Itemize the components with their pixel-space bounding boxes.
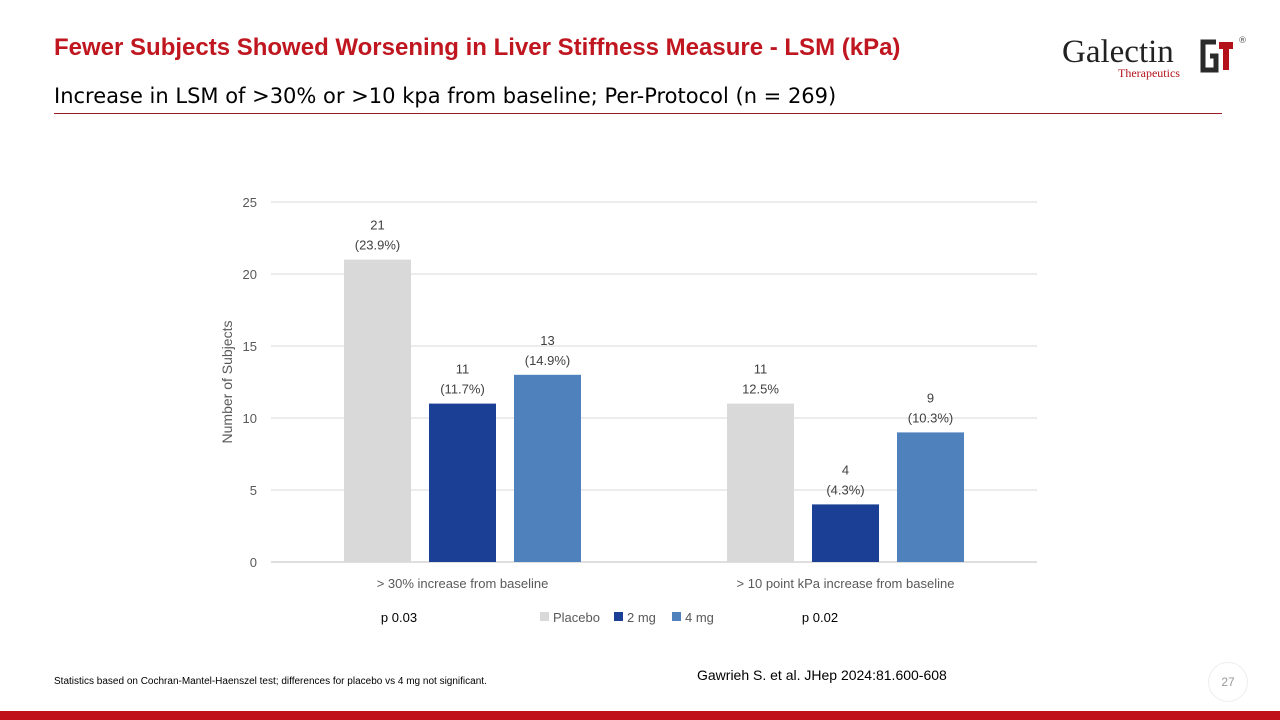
legend-swatch — [540, 612, 549, 621]
legend-label: 4 mg — [685, 610, 714, 625]
slide-title: Fewer Subjects Showed Worsening in Liver… — [54, 34, 901, 61]
y-tick-label: 25 — [243, 195, 257, 210]
bars — [344, 259, 964, 562]
y-tick-label: 20 — [243, 267, 257, 282]
y-axis-ticks: 0 5 10 15 20 25 — [243, 195, 257, 570]
data-label-percent: 12.5% — [742, 382, 779, 397]
data-label-value: 21 — [370, 218, 384, 233]
data-label-percent: (10.3%) — [908, 410, 954, 425]
data-label-value: 11 — [754, 362, 768, 377]
logo-registered-mark: ® — [1238, 36, 1247, 46]
x-tick-label: > 10 point kPa increase from baseline — [737, 576, 955, 591]
legend: Placebo 2 mg 4 mg — [540, 610, 714, 625]
p-value-label: p 0.03 — [381, 610, 417, 625]
bar — [514, 374, 581, 562]
y-tick-label: 5 — [250, 483, 257, 498]
data-label-percent: (23.9%) — [355, 238, 401, 253]
data-label-percent: (14.9%) — [525, 353, 571, 368]
bar — [812, 504, 879, 562]
slide-subtitle: Increase in LSM of >30% or >10 kpa from … — [54, 84, 837, 108]
data-labels: 21 (23.9%) 11 (11.7%) 13 (14.9%) 11 12.5% 4 (4.3%… — [355, 218, 954, 498]
company-logo: Galectin Therapeutics ® — [1060, 34, 1250, 82]
y-tick-label: 15 — [243, 339, 257, 354]
data-label-value: 9 — [927, 390, 934, 405]
y-tick-label: 10 — [243, 411, 257, 426]
legend-swatch — [672, 612, 681, 621]
bar-chart: Number of Subjects 0 5 10 15 20 25 21 (23.9%) 1… — [219, 195, 1037, 625]
bar — [344, 259, 411, 562]
page-number: 27 — [1208, 662, 1248, 702]
y-tick-label: 0 — [250, 555, 257, 570]
title-divider — [54, 113, 1222, 114]
y-axis-title: Number of Subjects — [219, 321, 235, 444]
legend-swatch — [614, 612, 623, 621]
data-label-percent: (11.7%) — [440, 382, 485, 397]
logo-subtext: Therapeutics — [1118, 66, 1180, 80]
bar — [727, 403, 794, 562]
data-label-percent: (4.3%) — [826, 482, 864, 497]
bar — [429, 403, 496, 562]
citation: Gawrieh S. et al. JHep 2024:81.600-608 — [697, 667, 947, 683]
data-label-value: 4 — [842, 462, 849, 477]
x-axis-labels: > 30% increase from baseline > 10 point k… — [377, 576, 955, 591]
logo-wordmark: Galectin — [1062, 34, 1174, 70]
x-tick-label: > 30% increase from baseline — [377, 576, 549, 591]
data-label-value: 13 — [540, 333, 554, 348]
legend-label: 2 mg — [627, 610, 656, 625]
data-label-value: 11 — [456, 362, 470, 377]
p-value-label: p 0.02 — [802, 610, 838, 625]
p-value-annotations: p 0.03 p 0.02 — [381, 610, 838, 625]
bar — [897, 432, 964, 562]
legend-label: Placebo — [553, 610, 600, 625]
logo-mark-icon — [1199, 39, 1235, 73]
bottom-accent-bar — [0, 711, 1280, 720]
statistics-footnote: Statistics based on Cochran-Mantel-Haens… — [54, 676, 487, 687]
